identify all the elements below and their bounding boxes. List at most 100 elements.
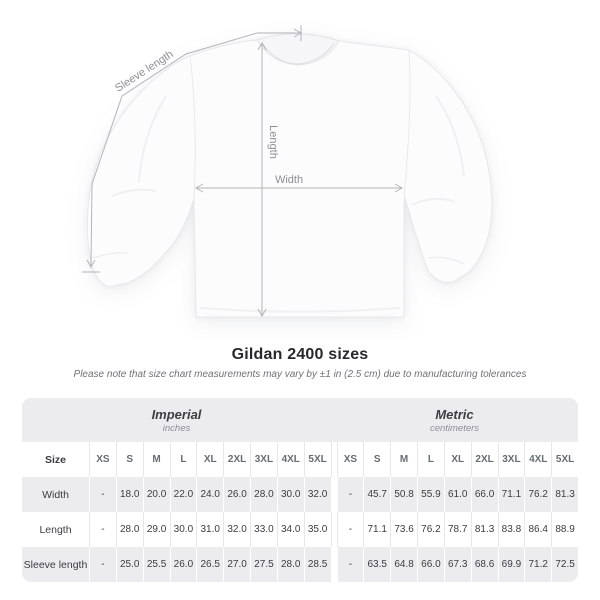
width-arrow-right (394, 183, 404, 193)
imperial-group-header: Imperial inches (22, 398, 331, 442)
table-row: Sleeve length -25.0 25.5 26.0 26.5 27.0 27.5 28… (22, 547, 578, 582)
group-gap (330, 547, 337, 582)
imperial-value: 30.0 (169, 512, 197, 547)
sleeve-length-annotation (82, 25, 303, 273)
size-header-imperial: 2XL (223, 442, 250, 477)
imperial-value: - (89, 512, 116, 547)
tolerance-note: Please note that size chart measurements… (73, 369, 527, 380)
metric-value: 81.3 (470, 512, 498, 547)
size-table: Imperial inches Metric centimeters Size X… (22, 398, 578, 582)
imperial-value: 26.0 (223, 477, 250, 512)
shirt-image (86, 33, 493, 318)
length-arrow-bottom (257, 308, 267, 318)
imperial-value: 30.0 (276, 477, 304, 512)
imperial-value: 29.0 (142, 512, 170, 547)
row-label: Sleeve length (22, 547, 89, 582)
group-gap (330, 477, 337, 512)
size-header-metric: 5XL (551, 442, 578, 477)
shirt-diagram: Sleeve length Length Width (82, 25, 493, 318)
imperial-value: 27.0 (223, 547, 250, 582)
width-arrow-left (194, 183, 204, 193)
size-header-imperial: XS (89, 442, 116, 477)
size-header-metric: XS (336, 442, 364, 477)
table-row: Width -18.0 20.0 22.0 24.0 26.0 28.0 30.0 32.0-4… (22, 477, 578, 512)
metric-value: 64.8 (390, 547, 417, 582)
length-annotation (257, 41, 267, 318)
imperial-value: 25.0 (115, 547, 143, 582)
table-row: Length -28.0 29.0 30.0 31.0 32.0 33.0 34.0 35.0-… (22, 512, 578, 547)
imperial-value: 32.0 (303, 477, 331, 512)
size-header-row: Size XS S M L XL 2XL 3XL 4XL 5XL XS S M L XL 2XL 3XL 4XL 5… (22, 442, 578, 477)
size-header-imperial: XL (196, 442, 223, 477)
row-label: Width (22, 477, 89, 512)
size-header-imperial: 4XL (276, 442, 304, 477)
length-label: Length (267, 125, 279, 159)
metric-value: 61.0 (443, 477, 471, 512)
metric-value: 86.4 (524, 512, 551, 547)
imperial-value: 31.0 (196, 512, 223, 547)
size-header-metric: S (363, 442, 390, 477)
length-arrow-top (257, 41, 267, 51)
imperial-value: 28.0 (276, 547, 304, 582)
sleeve-length-arrow-end (86, 259, 96, 269)
metric-value: 71.1 (497, 477, 525, 512)
imperial-value: 18.0 (115, 477, 143, 512)
unit-group-header-row: Imperial inches Metric centimeters (22, 398, 578, 442)
metric-group-header: Metric centimeters (331, 398, 578, 442)
shirt-collar-shape (256, 33, 340, 66)
imperial-value: 24.0 (196, 477, 224, 512)
imperial-value: 35.0 (303, 512, 331, 547)
metric-value: 88.9 (551, 512, 578, 547)
imperial-group-name: Imperial (151, 406, 202, 422)
metric-value: 76.2 (417, 512, 444, 547)
shirt-body-shape (86, 33, 493, 318)
metric-value: 66.0 (470, 477, 498, 512)
metric-value: 50.8 (390, 477, 417, 512)
size-header-imperial: L (169, 442, 197, 477)
metric-value: 73.6 (390, 512, 417, 547)
left-cuff-seam (92, 252, 129, 259)
size-header-metric: XL (443, 442, 471, 477)
metric-value: 67.3 (443, 547, 471, 582)
metric-value: 78.7 (443, 512, 471, 547)
metric-value: 55.9 (417, 477, 444, 512)
width-label: Width (275, 174, 303, 186)
sleeve-length-line (90, 32, 301, 267)
size-header-imperial: M (142, 442, 170, 477)
size-corner-label: Size (44, 453, 66, 466)
metric-value: 83.8 (497, 512, 525, 547)
imperial-value: 28.0 (250, 477, 277, 512)
imperial-value: - (89, 477, 116, 512)
size-header-metric: 3XL (497, 442, 525, 477)
imperial-value: 28.5 (303, 547, 331, 582)
metric-group-unit: centimeters (429, 422, 480, 434)
imperial-value: 33.0 (250, 512, 277, 547)
group-gap (330, 442, 337, 477)
size-header-metric: 4XL (524, 442, 551, 477)
size-header-imperial: 3XL (250, 442, 277, 477)
imperial-value: 28.0 (115, 512, 143, 547)
right-armhole-seam (403, 49, 411, 199)
metric-value: 68.6 (470, 547, 498, 582)
metric-value: 71.1 (363, 512, 390, 547)
metric-group-name: Metric (435, 406, 474, 422)
metric-value: - (336, 477, 364, 512)
group-gap (330, 512, 337, 547)
imperial-value: - (89, 547, 116, 582)
imperial-value: 26.5 (196, 547, 224, 582)
imperial-value: 27.5 (250, 547, 277, 582)
metric-value: 45.7 (363, 477, 391, 512)
page-title: Gildan 2400 sizes (231, 346, 369, 363)
metric-value: 69.9 (497, 547, 525, 582)
imperial-value: 20.0 (142, 477, 170, 512)
metric-value: 71.2 (524, 547, 552, 582)
imperial-value: 22.0 (169, 477, 197, 512)
size-table-grid: Size XS S M L XL 2XL 3XL 4XL 5XL XS S M L XL 2XL 3XL 4XL 5… (22, 442, 578, 582)
left-armhole-seam (189, 55, 196, 199)
row-label: Length (39, 523, 72, 536)
imperial-value: 32.0 (223, 512, 250, 547)
size-header-metric: 2XL (470, 442, 498, 477)
right-cuff-seam (427, 256, 465, 265)
fabric-folds (111, 95, 465, 313)
